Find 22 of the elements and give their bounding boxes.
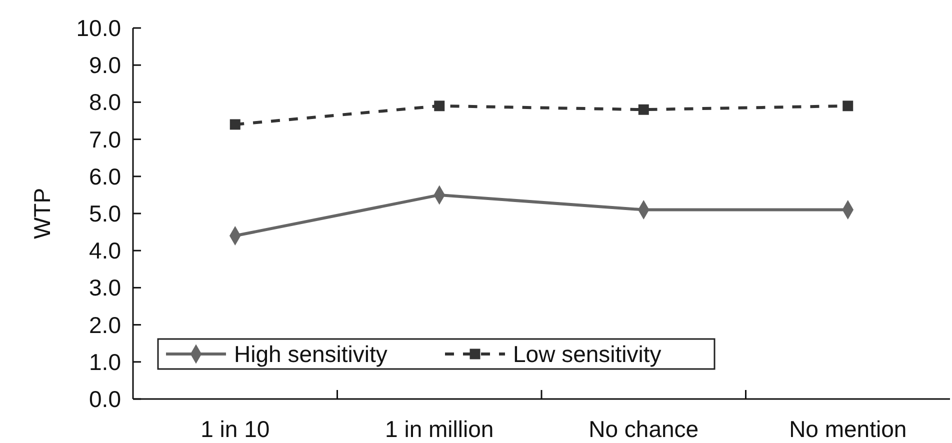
x-tick-label: No chance [588,416,699,442]
y-tick-label: 0.0 [89,386,121,412]
y-tick-label: 9.0 [89,52,121,78]
y-tick-label: 3.0 [89,274,121,301]
y-tick-label: 6.0 [89,163,121,190]
y-tick-label: 1.0 [89,348,121,375]
point [434,100,445,112]
y-tick-label: 4.0 [89,238,121,264]
legend-label: High sensitivity [234,341,388,367]
point [230,119,240,130]
point [842,100,854,112]
y-axis-title: WTP [29,188,55,240]
x-tick-label: 1 in million [385,416,494,442]
x-tick-label: No mention [789,416,907,442]
y-tick-label: 5.0 [89,200,121,226]
y-tick-label: 8.0 [89,89,121,116]
legend-label: Low sensitivity [513,341,662,367]
point [638,104,649,115]
x-tick-label: 1 in 10 [200,416,270,442]
y-tick-label: 10.0 [76,15,121,41]
y-tick-label: 7.0 [89,126,121,152]
y-tick-label: 2.0 [89,312,121,338]
